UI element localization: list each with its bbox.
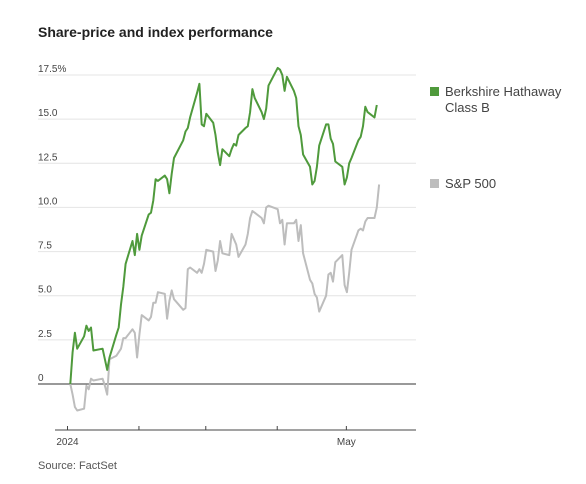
y-tick-label: 5.0 [38,285,52,296]
y-tick-label: 12.5 [38,152,58,163]
x-tick-label: May [337,437,356,448]
y-axis-labels: 17.5% 15.0 12.5 10.0 7.5 5.0 2.5 0 [38,64,66,384]
legend-swatch-berkshire [430,87,439,96]
berkshire-series-line [69,66,378,385]
y-tick-label: 7.5 [38,241,52,252]
y-tick-label: 15.0 [38,108,58,119]
legend-label-berkshire: Berkshire Hathaway Class B [445,84,562,115]
sp500-series-line [69,184,381,412]
grid-lines [38,74,416,385]
chart-title: Share-price and index performance [38,24,273,40]
y-tick-label: 10.0 [38,196,58,207]
legend: Berkshire Hathaway Class B S&P 500 [430,84,562,191]
y-tick-label: 2.5 [38,329,52,340]
x-tick-label: 2024 [56,437,79,448]
y-tick-label: 17.5% [38,64,66,75]
series-lines [69,66,381,412]
legend-label-sp500: S&P 500 [445,176,496,191]
x-axis: 2024 May [55,426,416,448]
source-note: Source: FactSet [38,460,117,472]
legend-swatch-sp500 [430,179,439,188]
y-tick-label: 0 [38,373,44,384]
